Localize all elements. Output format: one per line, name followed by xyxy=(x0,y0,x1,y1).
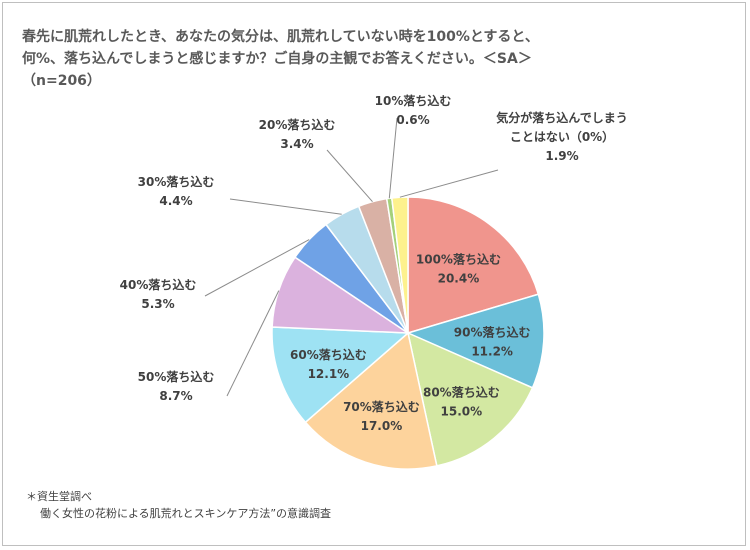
slice-label: 60%落ち込む 12.1% xyxy=(290,347,367,381)
source-line-1: ＊資生堂調べ xyxy=(26,490,92,503)
slice-label: 40%落ち込む 5.3% xyxy=(120,277,197,311)
leader-line xyxy=(388,117,398,199)
pie-slice xyxy=(406,331,534,467)
title-line-1: 春先に肌荒れしたとき、あなたの気分は、肌荒れしていない時を100%とすると、 xyxy=(22,29,539,45)
leader-line xyxy=(226,290,280,397)
slice-label: 50%落ち込む 8.7% xyxy=(138,369,215,403)
pie-slice xyxy=(390,196,409,334)
title-line-2: 何%、落ち込んでしまうと感じますか？ご自身の主観でお答えください。＜SA＞ xyxy=(22,51,532,67)
slice-label: 80%落ち込む 15.0% xyxy=(423,384,500,418)
slice-label: 20%落ち込む 3.4% xyxy=(259,117,336,151)
chart-title: 春先に肌荒れしたとき、あなたの気分は、肌荒れしていない時を100%とすると、 何… xyxy=(22,26,722,92)
slice-label: 70%落ち込む 17.0% xyxy=(343,399,420,433)
source-note: ＊資生堂調べ 働く女性の花粉による肌荒れとスキンケア方法”の意識調査 xyxy=(26,488,331,522)
leader-line xyxy=(399,169,499,198)
slice-label: 30%落ち込む 4.4% xyxy=(138,174,215,208)
pie-slice xyxy=(407,196,540,335)
pie-slice xyxy=(304,331,438,470)
title-line-3: （n=206） xyxy=(22,73,101,89)
slice-label: 10%落ち込む 0.6% xyxy=(375,93,452,127)
slice-label: 100%落ち込む 20.4% xyxy=(416,251,501,285)
source-line-2: 働く女性の花粉による肌荒れとスキンケア方法”の意識調査 xyxy=(40,507,332,520)
pie-slice xyxy=(405,293,545,389)
leader-line xyxy=(326,149,373,203)
leader-line xyxy=(229,198,342,215)
slice-labels: 100%落ち込む 20.4% 90%落ち込む 11.2% 80%落ち込む 15.0%70%… xyxy=(120,93,628,433)
slice-label: 気分が落ち込んでしまうことはない（0%） 1.9% xyxy=(496,110,627,163)
leader-line xyxy=(204,239,310,297)
pie-slices xyxy=(271,196,545,470)
pie-slice xyxy=(271,326,410,424)
slice-label: 90%落ち込む 11.2% xyxy=(454,324,531,358)
leader-lines xyxy=(204,117,499,397)
